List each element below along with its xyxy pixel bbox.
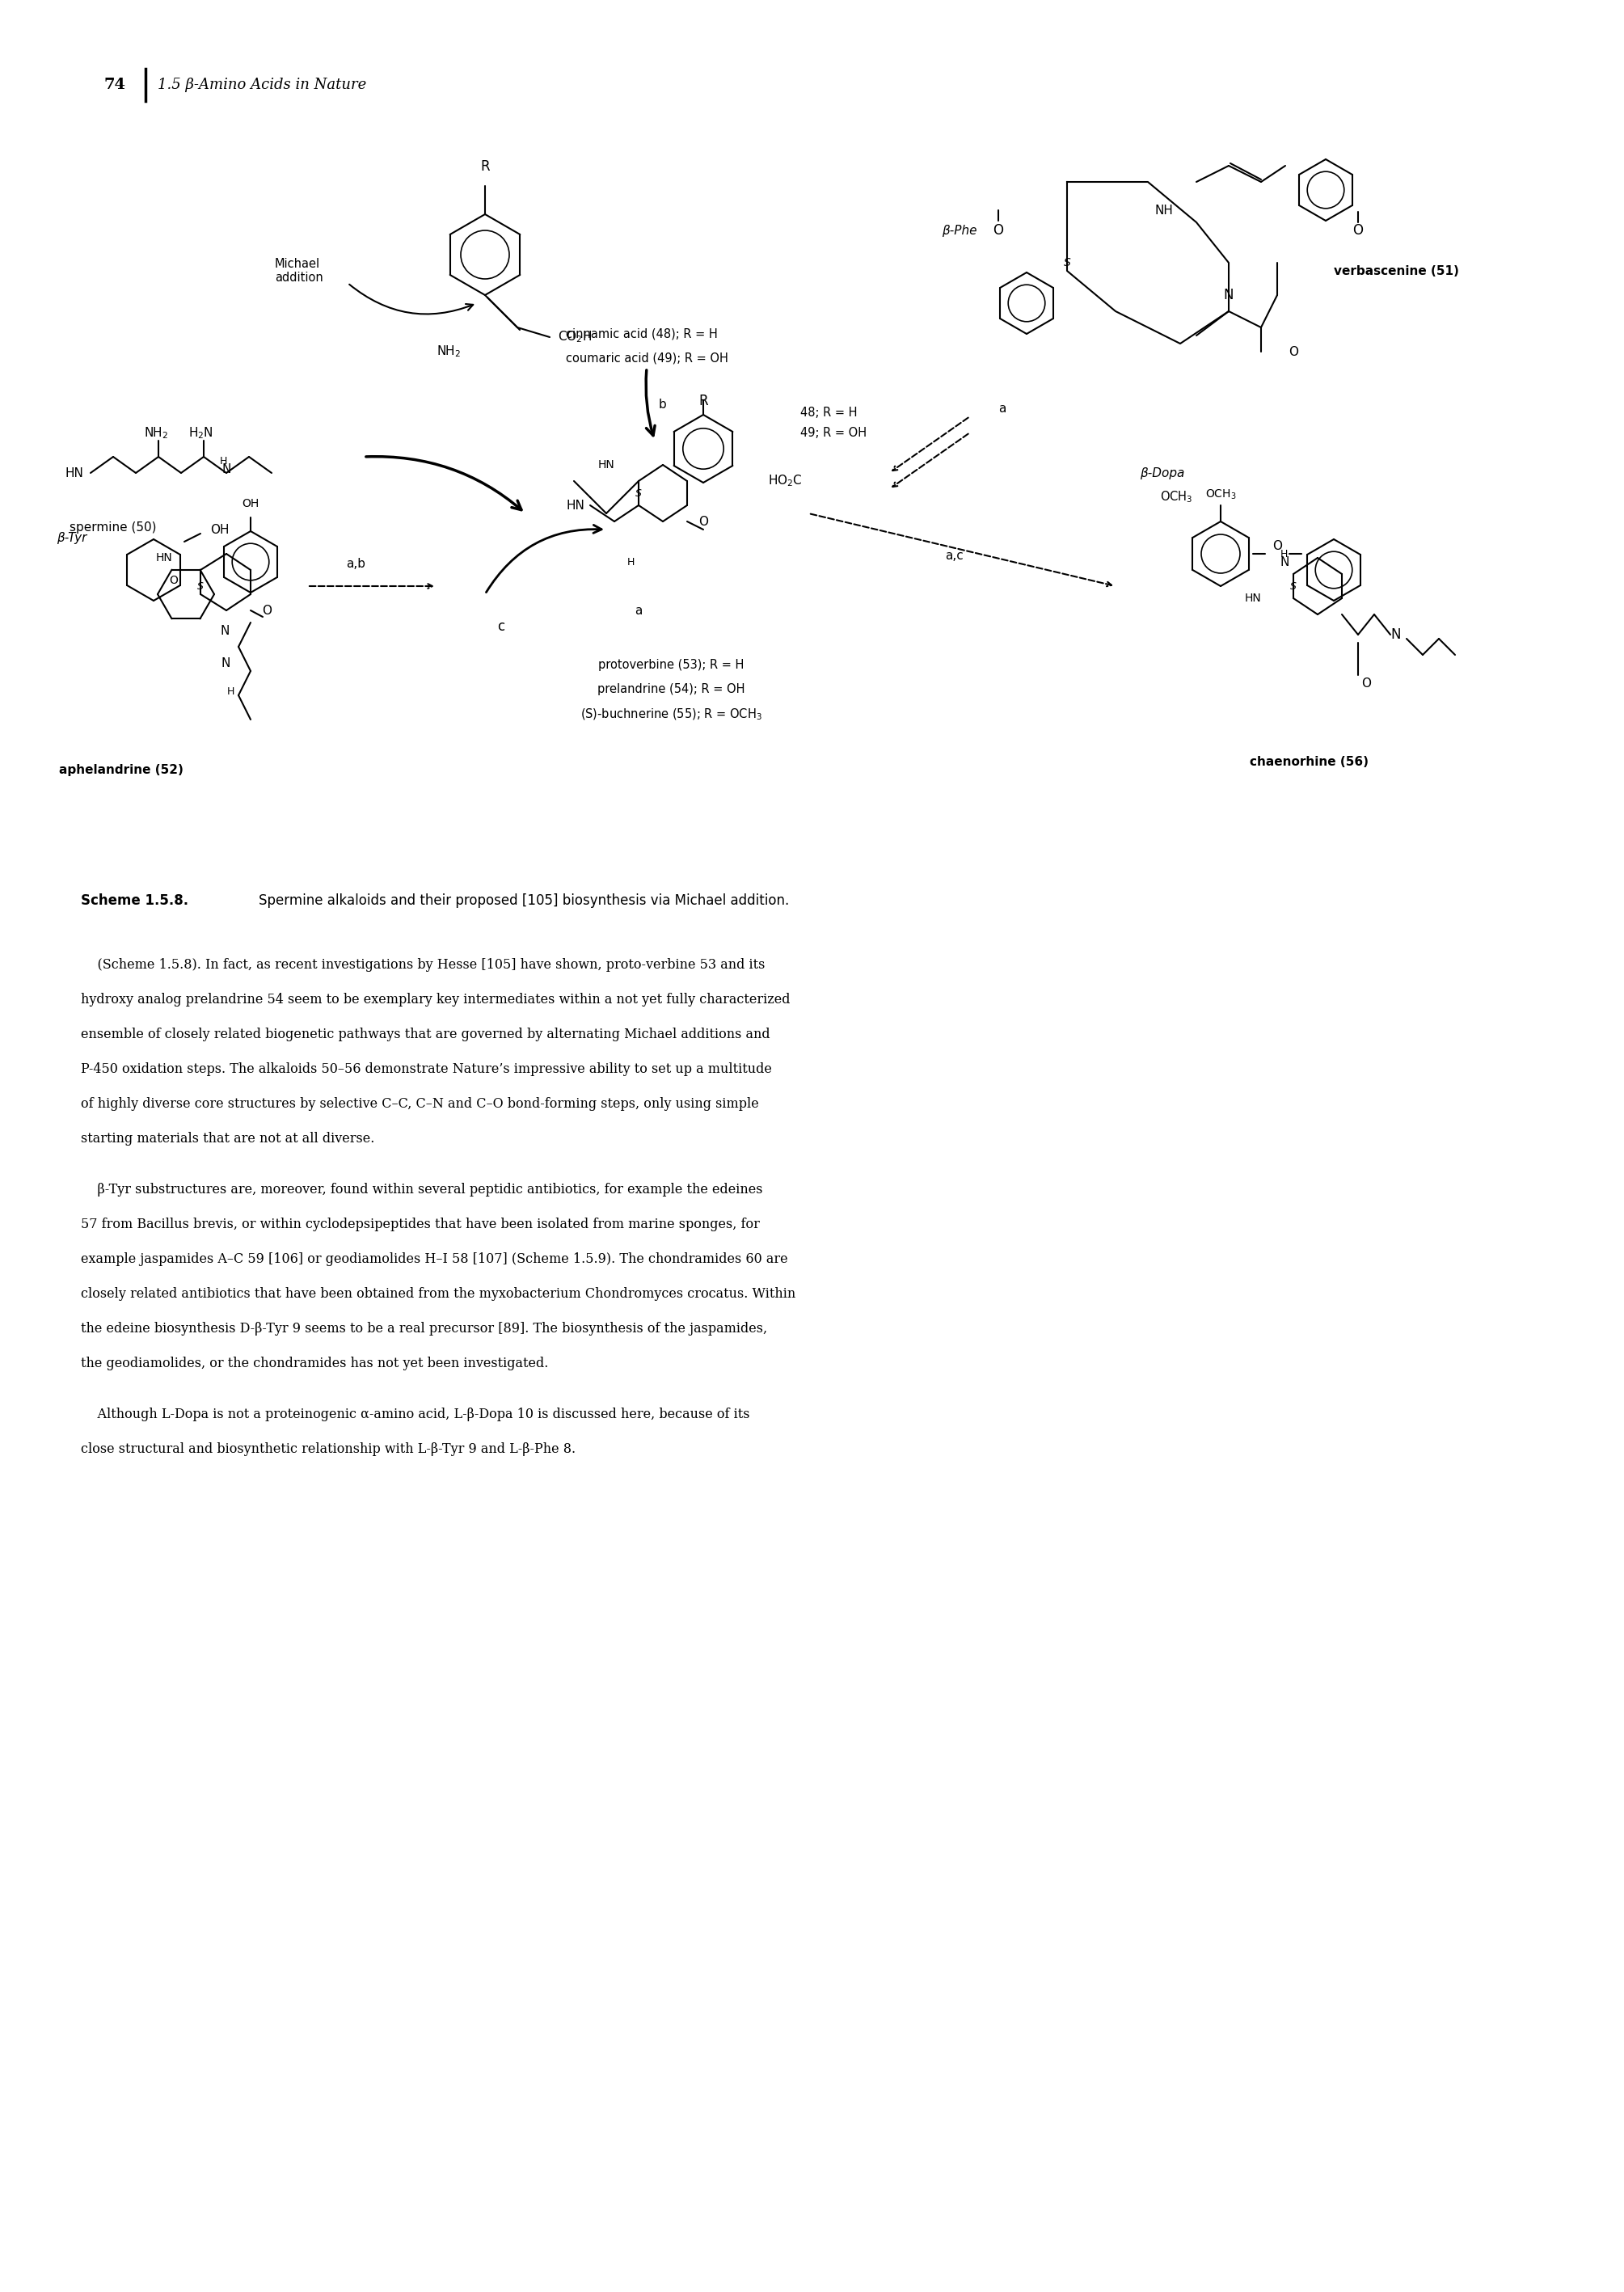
Text: OH: OH (242, 497, 260, 509)
FancyArrowPatch shape (365, 456, 521, 509)
Text: example jaspamides A–C 59 [106] or geodiamolides H–I 58 [107] (Scheme 1.5.9). Th: example jaspamides A–C 59 [106] or geodi… (81, 1251, 788, 1265)
Text: O: O (992, 222, 1004, 238)
Text: O: O (1272, 539, 1281, 552)
Text: β-Tyr: β-Tyr (57, 532, 86, 543)
Text: N: N (222, 463, 231, 474)
Text: HN: HN (65, 468, 83, 479)
Text: N: N (221, 658, 231, 669)
Text: R: R (481, 158, 490, 174)
Text: 57 from Bacillus brevis, or within cyclodepsipeptides that have been isolated fr: 57 from Bacillus brevis, or within cyclo… (81, 1217, 760, 1231)
Text: verbascenine (51): verbascenine (51) (1333, 266, 1458, 277)
Text: CO$_2$H: CO$_2$H (557, 330, 591, 344)
Text: OCH$_3$: OCH$_3$ (1205, 488, 1236, 502)
Text: close structural and biosynthetic relationship with L-β-Tyr 9 and L-β-Phe 8.: close structural and biosynthetic relati… (81, 1442, 575, 1455)
Text: aphelandrine (52): aphelandrine (52) (58, 763, 184, 777)
Text: HN: HN (565, 500, 585, 511)
Text: β-Tyr substructures are, moreover, found within several peptidic antibiotics, fo: β-Tyr substructures are, moreover, found… (81, 1183, 763, 1196)
Text: 1.5 β-Amino Acids in Nature: 1.5 β-Amino Acids in Nature (158, 78, 367, 92)
Text: the geodiamolides, or the chondramides has not yet been investigated.: the geodiamolides, or the chondramides h… (81, 1357, 549, 1371)
Text: c: c (497, 619, 505, 635)
Text: prelandrine (54); R = OH: prelandrine (54); R = OH (598, 683, 745, 694)
Text: a,c: a,c (945, 550, 963, 562)
Text: the edeine biosynthesis D-β-Tyr 9 seems to be a real precursor [89]. The biosynt: the edeine biosynthesis D-β-Tyr 9 seems … (81, 1322, 767, 1336)
Text: H: H (1280, 548, 1288, 559)
Text: Spermine alkaloids and their proposed [105] biosynthesis via Michael addition.: Spermine alkaloids and their proposed [1… (258, 894, 789, 908)
Text: HO$_2$C: HO$_2$C (768, 474, 802, 488)
Text: H$_2$N: H$_2$N (188, 426, 213, 440)
Text: O: O (1288, 346, 1298, 358)
Text: N: N (1390, 628, 1400, 642)
Text: a: a (635, 605, 643, 617)
Text: NH$_2$: NH$_2$ (437, 344, 461, 360)
Text: R: R (698, 394, 708, 408)
Text: HN: HN (1244, 594, 1262, 603)
Text: β-Phe: β-Phe (942, 225, 978, 236)
Text: HN: HN (598, 458, 614, 470)
Text: Although L-Dopa is not a proteinogenic α-amino acid, L-β-Dopa 10 is discussed he: Although L-Dopa is not a proteinogenic α… (81, 1407, 750, 1421)
Text: N: N (1280, 557, 1289, 568)
Text: starting materials that are not at all diverse.: starting materials that are not at all d… (81, 1132, 375, 1146)
Text: S: S (1064, 257, 1070, 268)
Text: 74: 74 (104, 78, 125, 92)
Text: O: O (1353, 222, 1363, 238)
Text: (S)-buchnerine (55); R = OCH$_3$: (S)-buchnerine (55); R = OCH$_3$ (580, 708, 762, 722)
Text: coumaric acid (49); R = OH: coumaric acid (49); R = OH (565, 351, 728, 364)
Text: O: O (169, 575, 179, 587)
Text: N: N (1223, 289, 1234, 303)
Text: N: N (221, 623, 229, 637)
Text: OH: OH (209, 523, 229, 536)
Text: protoverbine (53); R = H: protoverbine (53); R = H (598, 658, 744, 672)
Text: b: b (659, 399, 667, 410)
Text: a: a (999, 401, 1007, 415)
Text: chaenorhine (56): chaenorhine (56) (1250, 756, 1369, 768)
Text: β-Dopa: β-Dopa (1140, 468, 1184, 479)
Text: H: H (219, 456, 227, 465)
Text: H: H (227, 685, 234, 697)
Text: of highly diverse core structures by selective C–C, C–N and C–O bond-forming ste: of highly diverse core structures by sel… (81, 1098, 758, 1112)
Text: P-450 oxidation steps. The alkaloids 50–56 demonstrate Nature’s impressive abili: P-450 oxidation steps. The alkaloids 50–… (81, 1061, 771, 1075)
FancyArrowPatch shape (646, 369, 654, 435)
Text: O: O (261, 605, 271, 617)
FancyArrowPatch shape (349, 284, 473, 314)
Text: 49; R = OH: 49; R = OH (801, 426, 867, 438)
Text: spermine (50): spermine (50) (70, 523, 156, 534)
Text: hydroxy analog prelandrine 54 seem to be exemplary key intermediates within a no: hydroxy analog prelandrine 54 seem to be… (81, 992, 791, 1006)
Text: NH$_2$: NH$_2$ (145, 426, 169, 440)
Text: closely related antibiotics that have been obtained from the myxobacterium Chond: closely related antibiotics that have be… (81, 1288, 796, 1302)
Text: (Scheme 1.5.8). In fact, as recent investigations by Hesse [105] have shown, pro: (Scheme 1.5.8). In fact, as recent inves… (81, 958, 765, 972)
Text: H: H (627, 557, 635, 566)
Text: OCH$_3$: OCH$_3$ (1160, 490, 1192, 504)
Text: HN: HN (156, 552, 172, 564)
Text: cinnamic acid (48); R = H: cinnamic acid (48); R = H (565, 328, 718, 339)
Text: ensemble of closely related biogenetic pathways that are governed by alternating: ensemble of closely related biogenetic p… (81, 1027, 770, 1041)
Text: Scheme 1.5.8.: Scheme 1.5.8. (81, 894, 188, 908)
Text: O: O (698, 516, 708, 527)
FancyArrowPatch shape (486, 525, 601, 591)
Text: NH: NH (1155, 204, 1173, 215)
Text: 48; R = H: 48; R = H (801, 406, 857, 419)
Text: O: O (1361, 676, 1371, 690)
Text: a,b: a,b (346, 557, 365, 571)
Text: S: S (197, 580, 203, 591)
Text: S: S (635, 488, 641, 500)
Text: Michael
addition: Michael addition (274, 257, 323, 284)
Text: S: S (1289, 580, 1296, 591)
